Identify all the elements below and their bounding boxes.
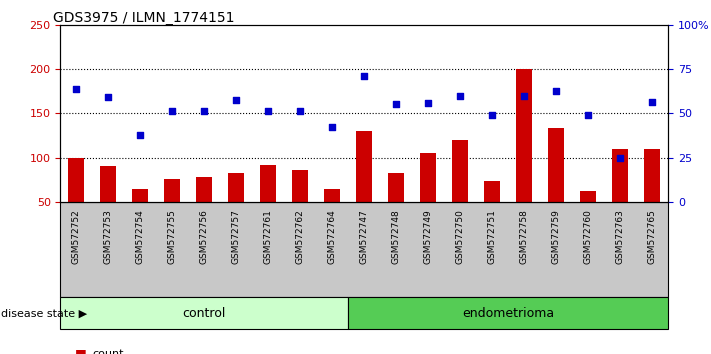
Bar: [516, 69, 533, 202]
Text: GDS3975 / ILMN_1774151: GDS3975 / ILMN_1774151: [53, 11, 235, 25]
Bar: [260, 165, 277, 202]
Point: [71, 86, 82, 91]
Point: [198, 108, 210, 113]
Bar: [356, 131, 373, 202]
Text: ■: ■: [75, 348, 87, 354]
Point: [550, 88, 562, 94]
Point: [486, 112, 498, 118]
Point: [294, 108, 306, 113]
Text: count: count: [92, 349, 124, 354]
Bar: [68, 158, 85, 202]
Bar: [228, 173, 245, 202]
Bar: [580, 191, 597, 202]
Bar: [132, 188, 149, 202]
Point: [358, 73, 370, 79]
Bar: [644, 149, 661, 202]
Bar: [452, 140, 469, 202]
Text: disease state ▶: disease state ▶: [1, 308, 87, 318]
Point: [422, 100, 434, 105]
Point: [326, 124, 338, 130]
Bar: [164, 179, 181, 202]
Bar: [612, 149, 629, 202]
Point: [135, 133, 146, 138]
Point: [614, 155, 626, 160]
Point: [518, 93, 530, 98]
Point: [583, 112, 594, 118]
Bar: [420, 153, 437, 202]
Point: [455, 93, 466, 98]
Point: [647, 99, 658, 105]
Point: [103, 95, 114, 100]
Bar: [388, 172, 405, 202]
Bar: [324, 188, 341, 202]
Point: [391, 102, 402, 107]
Bar: [484, 181, 501, 202]
Point: [166, 108, 178, 113]
Bar: [292, 170, 309, 202]
Bar: [100, 166, 117, 202]
Text: control: control: [183, 307, 226, 320]
Bar: [196, 177, 213, 202]
Bar: [548, 128, 565, 202]
Text: endometrioma: endometrioma: [462, 307, 555, 320]
Point: [262, 108, 274, 113]
Point: [230, 97, 242, 103]
